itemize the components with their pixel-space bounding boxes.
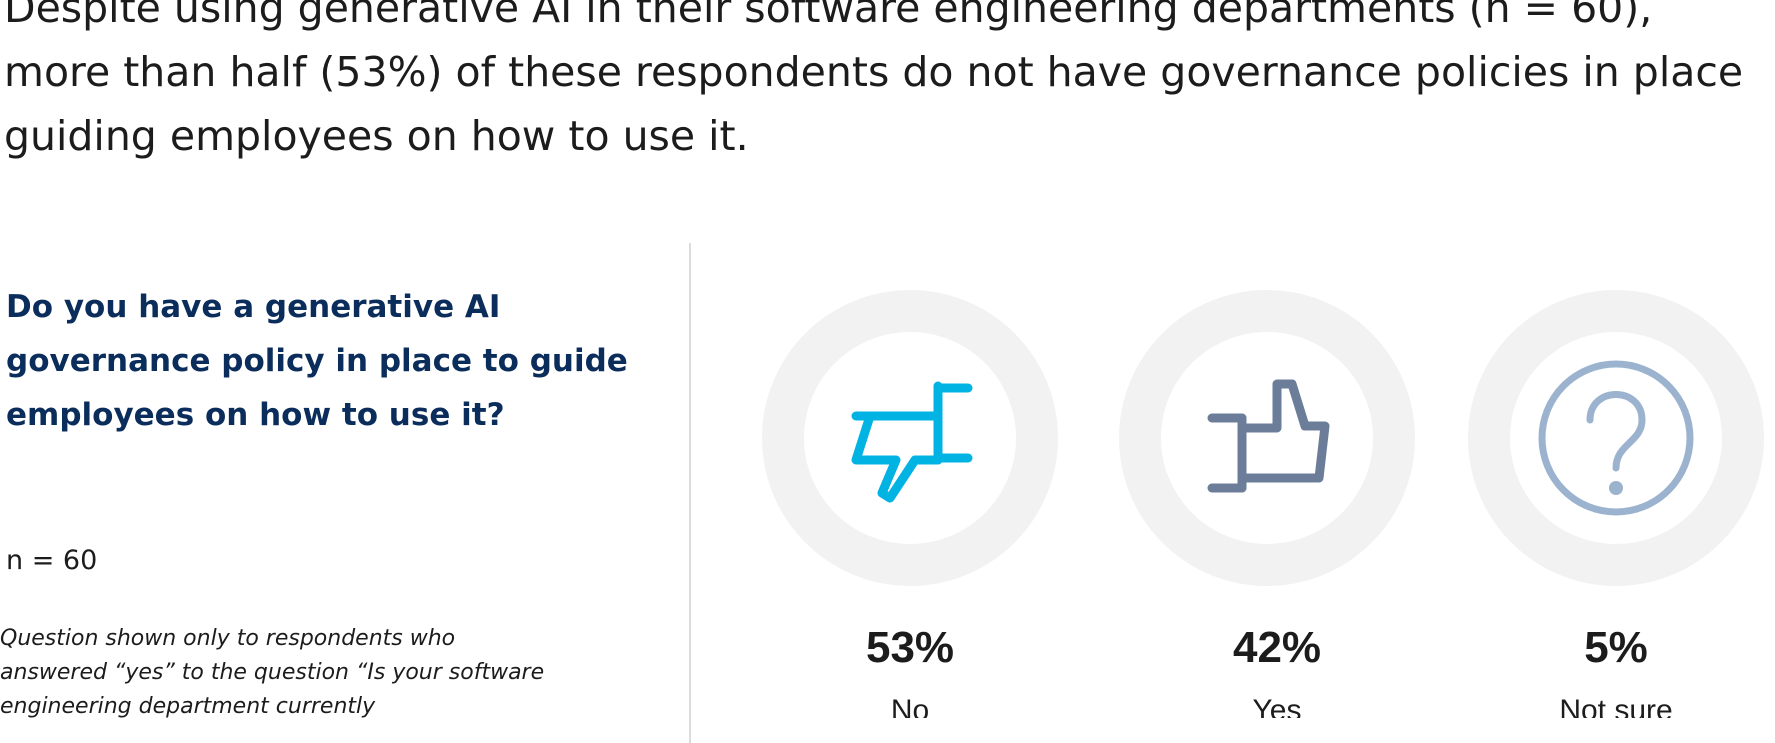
category-label-no: No xyxy=(891,694,929,718)
thumbs-up-icon xyxy=(1207,379,1330,493)
intro-text: Despite using generative AI in their sof… xyxy=(4,0,1744,160)
question-mark-icon xyxy=(1538,360,1694,516)
divider xyxy=(689,243,691,743)
thumbs-down-icon xyxy=(851,381,973,503)
donut-track xyxy=(1468,290,1764,586)
donut-track xyxy=(762,290,1058,586)
value-label-no: 53% xyxy=(866,623,954,672)
sample-size: n = 60 xyxy=(6,545,98,576)
category-label-yes: Yes xyxy=(1253,694,1302,718)
value-label-yes: 42% xyxy=(1233,623,1321,672)
donut-track xyxy=(1119,290,1415,586)
donut-no: 53% No xyxy=(762,290,1058,718)
category-label-not-sure: Not sure xyxy=(1559,694,1672,718)
survey-question: Do you have a generative AI governance p… xyxy=(6,289,628,433)
donut-not-sure: 5% Not sure xyxy=(1468,290,1764,718)
question-footnote: Question shown only to respondents who a… xyxy=(0,626,545,719)
question-dot xyxy=(1609,481,1623,495)
value-label-not-sure: 5% xyxy=(1584,623,1648,672)
donut-yes: 42% Yes xyxy=(1119,290,1415,718)
donut-chart: 53% No 42% Yes 5% Not sure xyxy=(762,290,1764,718)
